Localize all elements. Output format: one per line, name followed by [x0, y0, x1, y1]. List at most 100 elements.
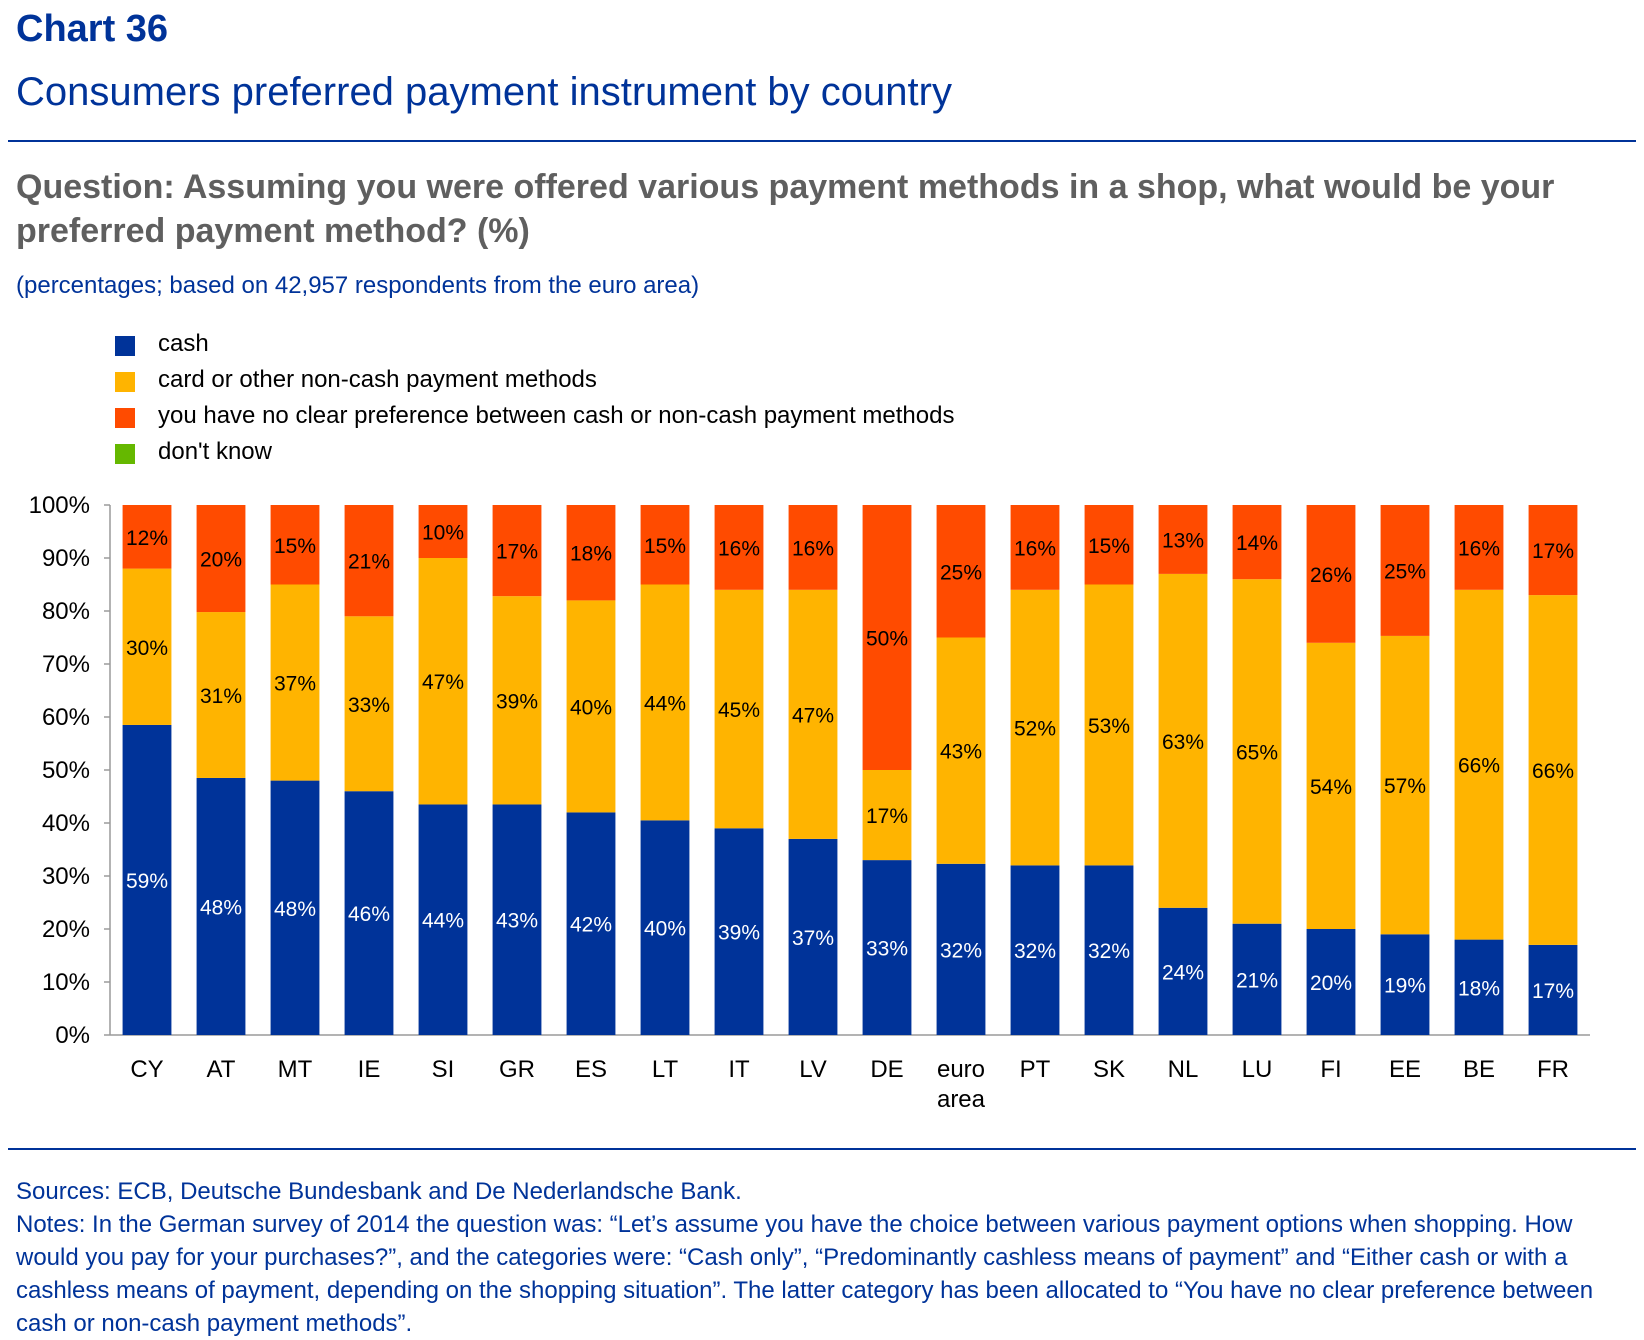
bar-card-LT — [640, 584, 690, 821]
y-tick-label-60: 60% — [42, 704, 90, 731]
bar-card-CY — [122, 568, 172, 725]
data-label-card-LV: 47% — [792, 704, 834, 727]
bar-card-IE — [344, 616, 394, 792]
x-tick-label-FR: FR — [1537, 1056, 1569, 1083]
x-tick-label-DE: DE — [870, 1056, 903, 1083]
data-label-card-MT: 37% — [274, 673, 316, 696]
bar-no_preference-GR — [492, 505, 542, 597]
data-label-cash-IE: 46% — [348, 903, 390, 926]
bar-cash-LU — [1232, 923, 1282, 1035]
bar-card-IT — [714, 589, 764, 829]
data-label-card-euro-area: 43% — [940, 741, 982, 764]
legend-label-no-preference: you have no clear preference between cas… — [158, 402, 955, 429]
bar-no_preference-NL — [1158, 505, 1208, 574]
chart-title: Consumers preferred payment instrument b… — [16, 70, 952, 114]
notes-text: Notes: In the German survey of 2014 the … — [16, 1211, 1594, 1337]
x-tick-label-IE: IE — [358, 1056, 381, 1083]
data-label-card-BE: 66% — [1458, 755, 1500, 778]
bar-cash-FI — [1306, 929, 1356, 1035]
legend-label-dont-know: don't know — [158, 438, 272, 465]
bar-card-LV — [788, 589, 838, 839]
x-tick-label-SI: SI — [432, 1056, 455, 1083]
bar-card-SI — [418, 558, 468, 805]
data-label-no_preference-SI: 10% — [422, 522, 464, 545]
data-label-no_preference-LV: 16% — [792, 537, 834, 560]
bar-cash-SI — [418, 804, 468, 1035]
bar-cash-ES — [566, 812, 616, 1035]
data-label-card-PT: 52% — [1014, 718, 1056, 741]
bar-no_preference-DE — [862, 505, 912, 770]
data-label-cash-GR: 43% — [496, 910, 538, 933]
data-label-card-AT: 31% — [200, 685, 242, 708]
legend-swatch-dont-know — [115, 444, 135, 464]
legend-swatch-cash — [115, 336, 135, 356]
legend-label-card: card or other non-cash payment methods — [158, 366, 597, 393]
bar-cash-BE — [1454, 939, 1504, 1035]
y-tick-label-80: 80% — [42, 598, 90, 625]
x-tick-label-LU: LU — [1242, 1056, 1273, 1083]
footer: Sources: ECB, Deutsche Bundesbank and De… — [16, 1175, 1626, 1340]
bar-cash-DE — [862, 860, 912, 1035]
y-tick-label-70: 70% — [42, 651, 90, 678]
x-tick-label-BE: BE — [1463, 1056, 1495, 1083]
bar-card-euro-area — [936, 637, 986, 864]
data-label-card-CY: 30% — [126, 637, 168, 660]
bar-card-PT — [1010, 589, 1060, 866]
bar-cash-IE — [344, 791, 394, 1035]
data-label-no_preference-FI: 26% — [1310, 564, 1352, 587]
data-label-card-IE: 33% — [348, 694, 390, 717]
data-label-no_preference-LU: 14% — [1236, 532, 1278, 555]
data-label-cash-IT: 39% — [718, 922, 760, 945]
x-tick-label-LT: LT — [652, 1056, 679, 1083]
data-label-card-FR: 66% — [1532, 760, 1574, 783]
data-label-card-IT: 45% — [718, 699, 760, 722]
data-label-no_preference-SK: 15% — [1088, 535, 1130, 558]
x-tick-label-euro-area-line1: area — [937, 1086, 986, 1113]
data-label-no_preference-PT: 16% — [1014, 537, 1056, 560]
y-tick-label-30: 30% — [42, 863, 90, 890]
y-tick-label-100: 100% — [29, 492, 90, 519]
bar-cash-PT — [1010, 865, 1060, 1035]
bar-no_preference-AT — [196, 505, 246, 613]
x-tick-label-PT: PT — [1020, 1056, 1051, 1083]
data-label-cash-FR: 17% — [1532, 980, 1574, 1003]
data-label-no_preference-euro-area: 25% — [940, 561, 982, 584]
legend-label-cash: cash — [158, 330, 209, 357]
bar-card-GR — [492, 596, 542, 805]
data-label-card-EE: 57% — [1384, 775, 1426, 798]
x-tick-label-IT: IT — [728, 1056, 750, 1083]
data-label-no_preference-IT: 16% — [718, 537, 760, 560]
bar-card-BE — [1454, 589, 1504, 940]
data-label-cash-ES: 42% — [570, 914, 612, 937]
data-label-no_preference-ES: 18% — [570, 543, 612, 566]
bar-no_preference-EE — [1380, 505, 1430, 636]
data-label-card-SI: 47% — [422, 671, 464, 694]
bar-cash-MT — [270, 780, 320, 1035]
data-label-cash-MT: 48% — [274, 898, 316, 921]
legend-swatch-card — [115, 372, 135, 392]
data-label-cash-FI: 20% — [1310, 972, 1352, 995]
bar-no_preference-ES — [566, 505, 616, 601]
data-label-cash-euro-area: 32% — [940, 939, 982, 962]
data-label-no_preference-DE: 50% — [866, 628, 908, 651]
data-label-no_preference-GR: 17% — [496, 541, 538, 564]
bar-cash-GR — [492, 804, 542, 1035]
data-label-cash-DE: 33% — [866, 938, 908, 961]
bar-cash-NL — [1158, 907, 1208, 1035]
bar-cash-LV — [788, 838, 838, 1035]
bar-card-EE — [1380, 635, 1430, 935]
bar-card-NL — [1158, 573, 1208, 908]
chart-subtitle: (percentages; based on 42,957 respondent… — [16, 272, 700, 299]
data-label-cash-LV: 37% — [792, 927, 834, 950]
data-label-cash-EE: 19% — [1384, 975, 1426, 998]
sources-text: Sources: ECB, Deutsche Bundesbank and De… — [16, 1178, 742, 1205]
bar-cash-AT — [196, 777, 246, 1035]
x-tick-label-GR: GR — [499, 1056, 535, 1083]
data-label-cash-NL: 24% — [1162, 961, 1204, 984]
bar-no_preference-IE — [344, 505, 394, 617]
data-label-card-DE: 17% — [866, 805, 908, 828]
data-label-card-LU: 65% — [1236, 741, 1278, 764]
x-tick-label-CY: CY — [130, 1056, 163, 1083]
bar-card-AT — [196, 612, 246, 778]
x-tick-label-FI: FI — [1320, 1056, 1341, 1083]
